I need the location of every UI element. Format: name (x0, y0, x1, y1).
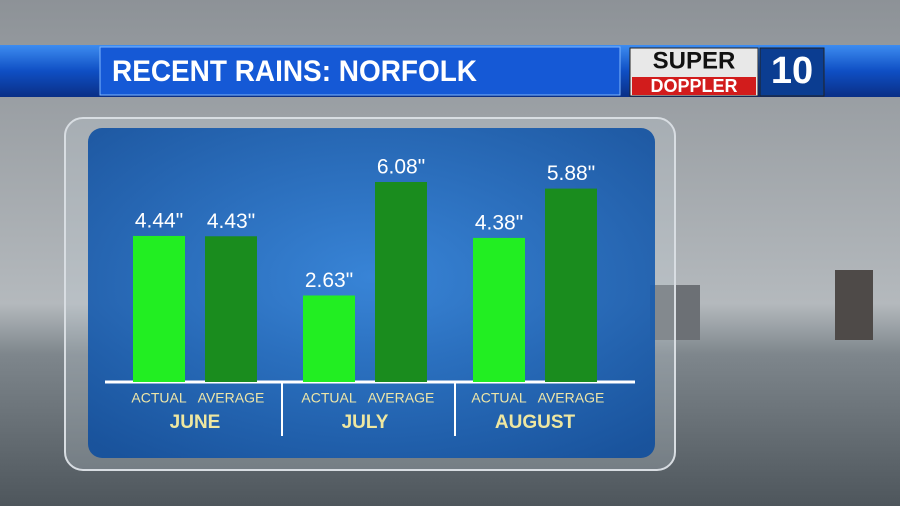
bar (545, 188, 597, 382)
value-label: 2.63" (305, 269, 353, 292)
bar (473, 237, 525, 382)
value-label: 6.08" (377, 156, 425, 179)
value-label: 4.44" (135, 209, 183, 232)
series-label: AVERAGE (538, 390, 605, 406)
value-label: 4.38" (475, 211, 523, 234)
logo-bottom: DOPPLER (650, 76, 737, 96)
series-label: ACTUAL (131, 390, 186, 406)
logo-top: SUPER (653, 47, 736, 74)
category-label: JULY (342, 412, 389, 433)
logo-number: 10 (771, 50, 813, 92)
logo-strip (632, 77, 756, 95)
title-box (99, 46, 621, 96)
series-label: ACTUAL (301, 390, 356, 406)
value-label: 5.88" (547, 162, 595, 185)
building (835, 270, 873, 340)
bar (133, 235, 185, 382)
logo: SUPER DOPPLER 10 (629, 47, 825, 97)
title: RECENT RAINS: NORFOLK (112, 55, 477, 88)
plot: JUNE 4.44" ACTUAL 4.43" AVERAGE JULY 2.63" ACTU… (131, 156, 604, 433)
value-label: 4.43" (207, 210, 255, 233)
bar (303, 295, 355, 382)
bar (205, 236, 257, 382)
category-label: AUGUST (495, 412, 576, 433)
logo-badge (759, 47, 825, 97)
bar (375, 182, 427, 382)
series-label: AVERAGE (368, 390, 435, 406)
category-label: JUNE (170, 412, 221, 433)
series-label: ACTUAL (471, 390, 526, 406)
series-label: AVERAGE (198, 390, 265, 406)
